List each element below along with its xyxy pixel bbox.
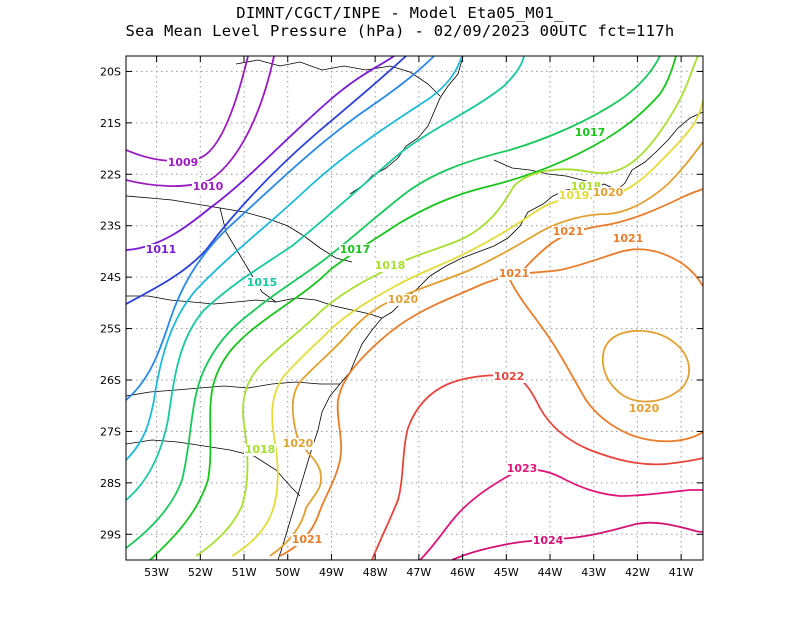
y-tick-label: 20S — [100, 65, 121, 78]
isobar-1024 — [451, 521, 703, 560]
isobar-1010 — [126, 56, 275, 187]
coastline — [277, 111, 703, 560]
isobar-1020 — [269, 141, 703, 557]
title-line-2: Sea Mean Level Pressure (hPa) - 02/09/20… — [125, 22, 675, 40]
state-border-pr-sc — [126, 381, 340, 397]
y-tick-label: 26S — [100, 374, 121, 387]
isobar-1012 — [126, 56, 407, 305]
x-tick-label: 49W — [319, 566, 344, 579]
y-tick-label: 27S — [100, 425, 121, 438]
contour-label: 1021 — [613, 232, 644, 245]
contour-label-bg — [387, 294, 419, 306]
isobar-1021 — [279, 248, 703, 557]
x-tick-label: 41W — [669, 566, 694, 579]
contour-label-bg — [558, 190, 590, 202]
state-border-mg-es — [349, 59, 463, 195]
x-tick-label: 50W — [275, 566, 300, 579]
x-tick-label: 53W — [144, 566, 169, 579]
contour-label-bg — [574, 127, 606, 139]
state-border-mg-rj — [493, 159, 599, 185]
y-tick-label: 24S — [100, 271, 121, 284]
isobar-1014 — [126, 56, 463, 461]
y-tick-label: 21S — [100, 117, 121, 130]
contour-label-bg — [532, 535, 564, 547]
contour-label-bg — [628, 403, 660, 415]
contour-label: 1020 — [388, 293, 419, 306]
isobar-1020-closed — [602, 329, 690, 403]
isobar-1015 — [126, 56, 525, 501]
isobar-1018 — [195, 56, 699, 557]
contour-label: 1017 — [340, 243, 371, 256]
contour-label: 1023 — [507, 462, 538, 475]
y-tick-label: 23S — [100, 220, 121, 233]
contour-label-bg — [167, 157, 199, 169]
contour-label-bg — [145, 244, 177, 256]
contour-label: 1018 — [245, 443, 276, 456]
border-ms-sp — [219, 207, 277, 303]
x-tick-label: 44W — [538, 566, 563, 579]
contour-label-bg — [244, 444, 276, 456]
x-tick-label: 52W — [188, 566, 213, 579]
contour-label-bg — [592, 187, 624, 199]
contour-label: 1011 — [146, 243, 177, 256]
x-tick-label: 43W — [581, 566, 606, 579]
plot-frame — [125, 55, 704, 561]
contour-label: 1020 — [629, 402, 660, 415]
x-tick-label: 51W — [232, 566, 257, 579]
isobar-1009 — [126, 56, 249, 162]
contour-label: 1009 — [168, 156, 199, 169]
contour-label: 1019 — [559, 189, 590, 202]
contour-label-bg — [612, 233, 644, 245]
isobar-1013 — [126, 56, 435, 401]
contour-label: 1021 — [499, 267, 530, 280]
contour-label: 1015 — [247, 276, 278, 289]
x-tick-label: 46W — [450, 566, 475, 579]
contour-label-bg — [493, 371, 525, 383]
x-tick-label: 48W — [363, 566, 388, 579]
x-tick-label: 42W — [625, 566, 650, 579]
contour-label-bg — [246, 277, 278, 289]
isobar-1021-ring-upper — [519, 188, 703, 275]
contour-label-bg — [374, 260, 406, 272]
contour-label: 1021 — [292, 533, 323, 546]
isobar-1021-outer — [509, 279, 703, 443]
axis-ticks — [126, 56, 703, 560]
contour-labels: 1009101010111015101710171018101810181019… — [145, 126, 660, 547]
contour-label: 1020 — [283, 437, 314, 450]
contour-label-bg — [291, 534, 323, 546]
axis-tick-labels: 53W 52W 51W 50W 49W 48W 47W 46W 45W 44W 43W 42W 41W 2… — [100, 65, 694, 579]
isobar-1016 — [126, 56, 661, 549]
isobar-contours — [126, 56, 703, 560]
title-line-1: DIMNT/CGCT/INPE - Model Eta05_M01_ — [236, 4, 564, 22]
contour-label: 1010 — [193, 180, 224, 193]
state-border-sp-pr — [126, 295, 383, 319]
contour-label-bg — [498, 268, 530, 280]
contour-label-bg — [552, 226, 584, 238]
contour-label: 1020 — [593, 186, 624, 199]
x-tick-label: 45W — [494, 566, 519, 579]
state-border-mg-sp — [126, 195, 353, 263]
contour-label-bg — [282, 438, 314, 450]
y-tick-label: 29S — [100, 528, 121, 541]
isobar-1023 — [419, 468, 703, 560]
contour-label: 1017 — [575, 126, 606, 139]
y-tick-label: 22S — [100, 168, 121, 181]
state-border-sc-rs — [126, 439, 301, 497]
contour-label-bg — [506, 463, 538, 475]
contour-label-bg — [192, 181, 224, 193]
contour-label: 1021 — [553, 225, 584, 238]
contour-label: 1018 — [375, 259, 406, 272]
contour-label: 1024 — [533, 534, 564, 547]
y-tick-label: 25S — [100, 323, 121, 336]
coastline-and-borders — [126, 59, 703, 560]
contour-label-bg — [339, 244, 371, 256]
contour-label: 1022 — [494, 370, 525, 383]
isobar-1011 — [126, 56, 395, 251]
x-tick-label: 47W — [406, 566, 431, 579]
y-tick-label: 28S — [100, 477, 121, 490]
